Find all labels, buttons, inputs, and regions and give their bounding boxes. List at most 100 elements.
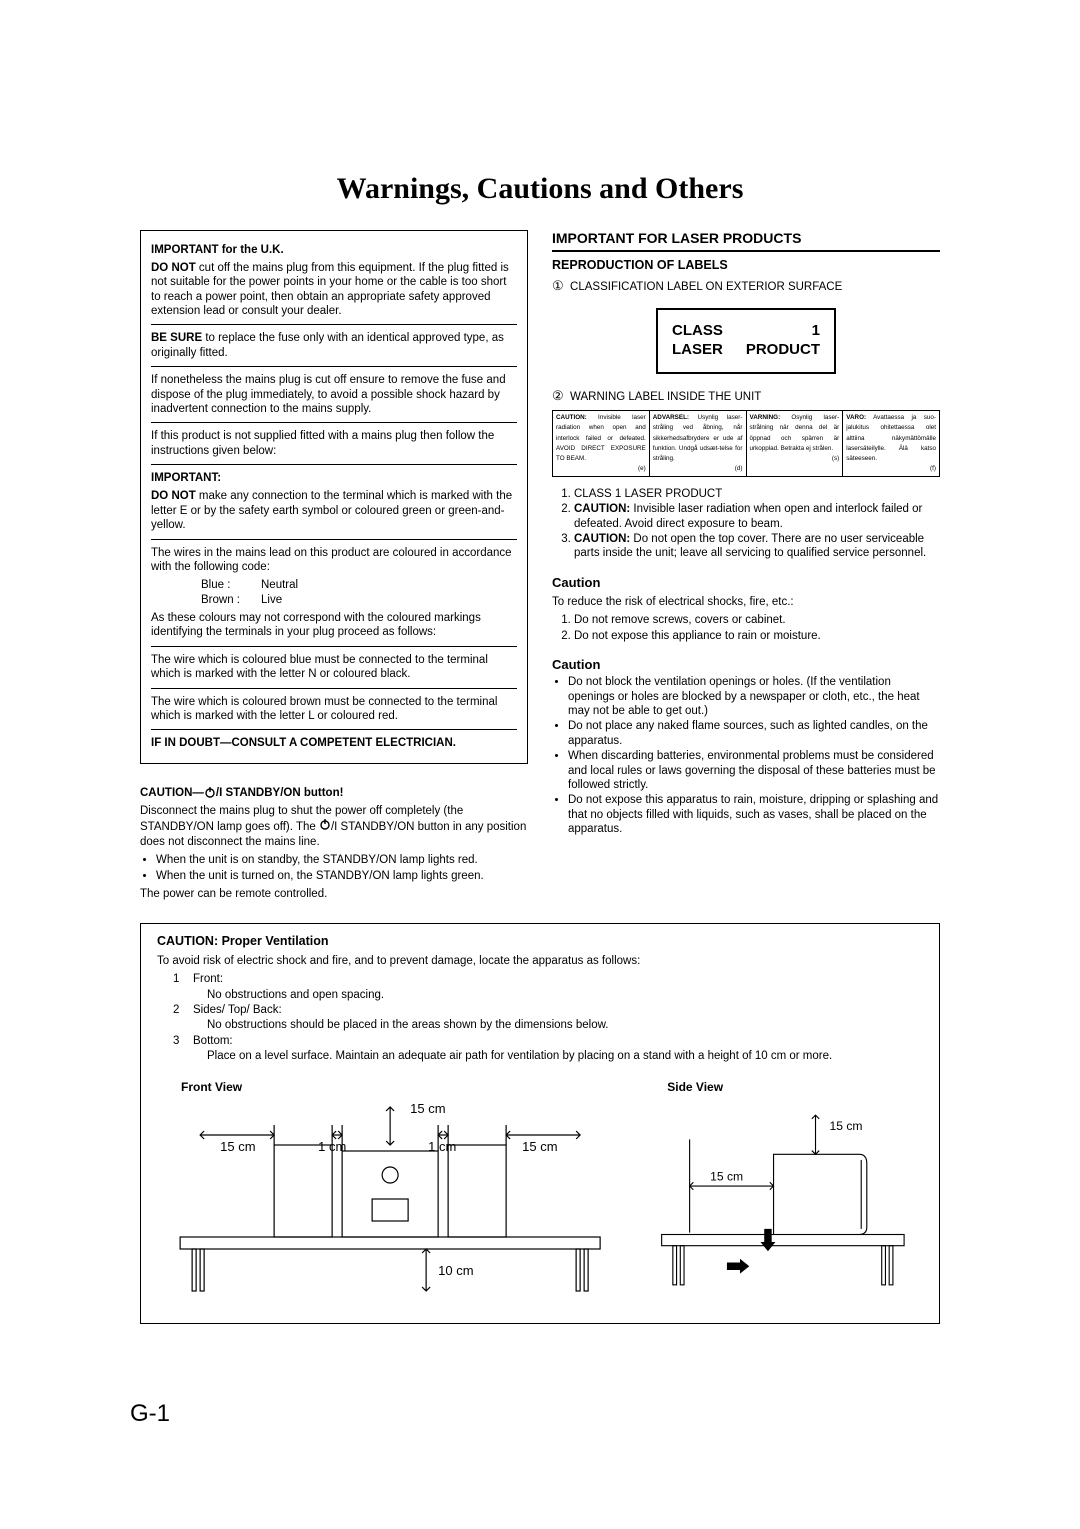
standby-heading: CAUTION—/I STANDBY/ON button! <box>140 786 528 800</box>
caution2-b2: Do not place any naked flame sources, su… <box>568 719 940 748</box>
caution1-heading: Caution <box>552 575 940 591</box>
standby-p1: Disconnect the mains plug to shut the po… <box>140 804 528 849</box>
side-view-diagram: Side View <box>643 1080 923 1309</box>
svg-text:1 cm: 1 cm <box>428 1139 456 1154</box>
uk-p4: If this product is not supplied fitted w… <box>151 429 517 458</box>
circled-1: ① <box>552 278 564 293</box>
uk-p8: The wire which is coloured blue must be … <box>151 653 517 682</box>
page-number: G-1 <box>130 1399 170 1429</box>
vent-i1n: 1 <box>173 972 193 986</box>
uk-p10: IF IN DOUBT—CONSULT A COMPETENT ELECTRIC… <box>151 736 517 750</box>
laser-item3a: CAUTION: <box>574 533 630 545</box>
caution2-b4: Do not expose this apparatus to rain, mo… <box>568 793 940 836</box>
svg-text:15 cm: 15 cm <box>830 1119 863 1133</box>
svg-text:15 cm: 15 cm <box>220 1139 255 1154</box>
laser-item2: CAUTION: Invisible laser radiation when … <box>574 502 940 531</box>
page-title: Warnings, Cautions and Others <box>140 170 940 208</box>
standby-head-pre: CAUTION— <box>140 787 204 799</box>
uk-p7: As these colours may not correspond with… <box>151 611 517 640</box>
laser-numbered-list: CLASS 1 LASER PRODUCT CAUTION: Invisible… <box>552 487 940 561</box>
laser-label-2: ② WARNING LABEL INSIDE THE UNIT <box>552 388 940 404</box>
right-column: IMPORTANT FOR LASER PRODUCTS REPRODUCTIO… <box>552 230 940 906</box>
label-1: 1 <box>812 322 820 341</box>
svg-text:1 cm: 1 cm <box>318 1139 346 1154</box>
vent-i2l: Sides/ Top/ Back: <box>193 1003 282 1017</box>
caution2-heading: Caution <box>552 657 940 673</box>
standby-b1: When the unit is on standby, the STANDBY… <box>156 853 528 867</box>
wire-color-list: Blue :Neutral Brown :Live <box>151 578 517 607</box>
warning-cell: ADVARSEL: Usynlig laser-stråling ved åbn… <box>649 411 746 476</box>
caution1-i2: Do not expose this appliance to rain or … <box>574 629 940 643</box>
front-view-label: Front View <box>181 1080 623 1095</box>
uk-p2a: BE SURE <box>151 332 202 344</box>
laser-l2-text: WARNING LABEL INSIDE THE UNIT <box>570 391 761 403</box>
laser-label-1: ① CLASSIFICATION LABEL ON EXTERIOR SURFA… <box>552 278 940 294</box>
svg-text:15 cm: 15 cm <box>710 1169 743 1183</box>
svg-text:15 cm: 15 cm <box>522 1139 557 1154</box>
vent-i3n: 3 <box>173 1034 193 1048</box>
vent-i1l: Front: <box>193 972 223 986</box>
vent-i3d: Place on a level surface. Maintain an ad… <box>173 1049 923 1063</box>
laser-sub: REPRODUCTION OF LABELS <box>552 258 940 274</box>
standby-b2: When the unit is turned on, the STANDBY/… <box>156 869 528 883</box>
standby-p2: The power can be remote controlled. <box>140 887 528 901</box>
caution2-list: Do not block the ventilation openings or… <box>552 675 940 836</box>
brown-value: Live <box>261 593 282 607</box>
uk-p1: DO NOT cut off the mains plug from this … <box>151 261 517 319</box>
uk-important-box: IMPORTANT for the U.K. DO NOT cut off th… <box>140 230 528 764</box>
uk-p2b: to replace the fuse only with an identic… <box>151 332 504 358</box>
caution1-list: Do not remove screws, covers or cabinet.… <box>552 613 940 643</box>
uk-p1a: DO NOT <box>151 262 196 274</box>
uk-p5: DO NOT make any connection to the termin… <box>151 489 517 532</box>
caution1-i1: Do not remove screws, covers or cabinet. <box>574 613 940 627</box>
standby-icon <box>204 786 216 798</box>
laser-heading: IMPORTANT FOR LASER PRODUCTS <box>552 230 940 253</box>
diagrams-row: Front View <box>157 1080 923 1309</box>
warning-cell: CAUTION: Invisible laser radiation when … <box>553 411 650 476</box>
label-product: PRODUCT <box>746 341 820 360</box>
warning-cell: VARO: Avattaessa ja suo-jalukitus ohitet… <box>843 411 940 476</box>
circled-2: ② <box>552 388 564 403</box>
laser-item1: CLASS 1 LASER PRODUCT <box>574 487 940 501</box>
label-laser: LASER <box>672 341 723 360</box>
blue-label: Blue : <box>201 578 261 592</box>
uk-p1b: cut off the mains plug from this equipme… <box>151 262 509 317</box>
uk-p5b: make any connection to the terminal whic… <box>151 490 512 531</box>
blue-value: Neutral <box>261 578 298 592</box>
uk-p5a: DO NOT <box>151 490 196 502</box>
caution2-b3: When discarding batteries, environmental… <box>568 749 940 792</box>
caution1-p1: To reduce the risk of electrical shocks,… <box>552 595 940 609</box>
svg-text:10 cm: 10 cm <box>438 1263 473 1278</box>
warning-cell: VARNING: Osynlig laser-strålning när den… <box>746 411 843 476</box>
laser-item3: CAUTION: Do not open the top cover. Ther… <box>574 532 940 561</box>
uk-p2: BE SURE to replace the fuse only with an… <box>151 331 517 360</box>
vent-i2d: No obstructions should be placed in the … <box>173 1018 923 1032</box>
vent-i1d: No obstructions and open spacing. <box>173 988 923 1002</box>
side-view-label: Side View <box>667 1080 923 1095</box>
uk-p3: If nonetheless the mains plug is cut off… <box>151 373 517 416</box>
label-class: CLASS <box>672 322 723 341</box>
standby-head-post: STANDBY/ON button! <box>222 787 343 799</box>
ventilation-box: CAUTION: Proper Ventilation To avoid ris… <box>140 923 940 1324</box>
uk-p9: The wire which is coloured brown must be… <box>151 695 517 724</box>
vent-i2n: 2 <box>173 1003 193 1017</box>
front-view-diagram: Front View <box>157 1080 623 1309</box>
brown-label: Brown : <box>201 593 261 607</box>
vent-items: 1Front: No obstructions and open spacing… <box>157 972 923 1063</box>
standby-icon-2 <box>319 818 331 830</box>
two-column-layout: IMPORTANT for the U.K. DO NOT cut off th… <box>140 230 940 906</box>
vent-heading: CAUTION: Proper Ventilation <box>157 934 923 950</box>
vent-intro: To avoid risk of electric shock and fire… <box>157 954 923 968</box>
class-1-laser-label: CLASS 1 LASER PRODUCT <box>656 308 836 374</box>
uk-heading: IMPORTANT for the U.K. <box>151 243 517 257</box>
standby-bullets: When the unit is on standby, the STANDBY… <box>140 853 528 883</box>
warning-label-table: CAUTION: Invisible laser radiation when … <box>552 410 940 476</box>
svg-text:15 cm: 15 cm <box>410 1101 445 1116</box>
uk-important-label: IMPORTANT: <box>151 471 517 485</box>
left-column: IMPORTANT for the U.K. DO NOT cut off th… <box>140 230 528 906</box>
caution2-b1: Do not block the ventilation openings or… <box>568 675 940 718</box>
vent-i3l: Bottom: <box>193 1034 233 1048</box>
uk-p6: The wires in the mains lead on this prod… <box>151 546 517 575</box>
laser-item2a: CAUTION: <box>574 503 630 515</box>
laser-l1-text: CLASSIFICATION LABEL ON EXTERIOR SURFACE <box>570 281 842 293</box>
